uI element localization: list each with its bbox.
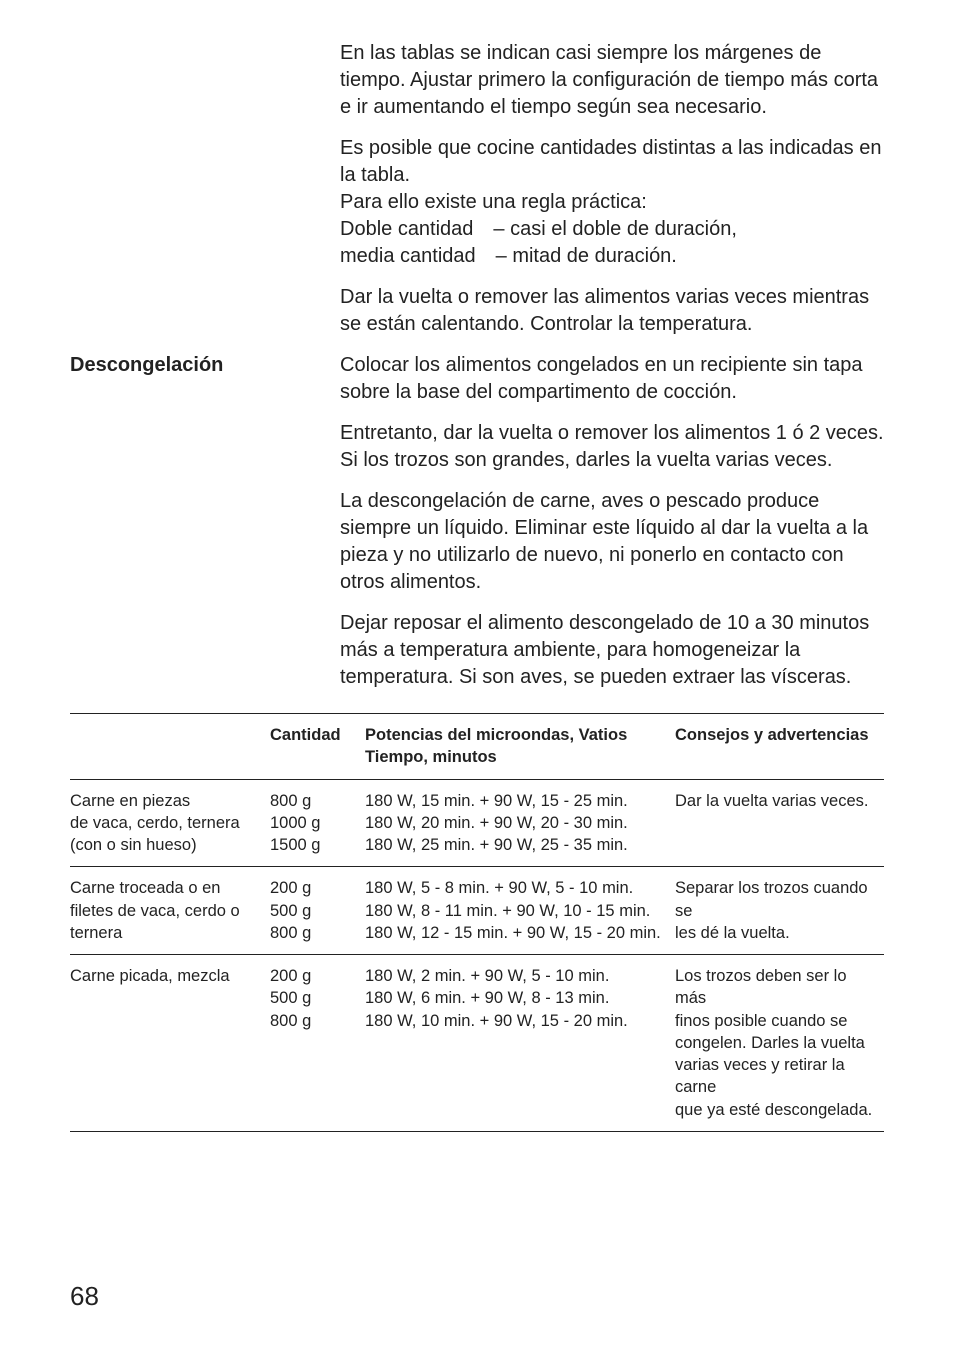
- section-para-1: Colocar los alimentos congelados en un r…: [340, 352, 884, 406]
- section-block: Descongelación Colocar los alimentos con…: [70, 352, 884, 691]
- cell-power: 180 W, 15 min. + 90 W, 15 - 25 min. 180 …: [365, 779, 675, 867]
- table-row: Carne troceada o en filetes de vaca, cer…: [70, 867, 884, 955]
- section-para-3: La descongelación de carne, aves o pesca…: [340, 488, 884, 596]
- page-content: En las tablas se indican casi siempre lo…: [0, 0, 954, 1132]
- intro-para-2: Es posible que cocine cantidades distint…: [340, 135, 884, 270]
- section-para-4: Dejar reposar el alimento descongelado d…: [340, 610, 884, 691]
- intro-para-3: Dar la vuelta o remover las alimentos va…: [340, 284, 884, 338]
- cell-product: Carne picada, mezcla: [70, 955, 270, 1132]
- cell-advice: Dar la vuelta varias veces.: [675, 779, 884, 867]
- section-para-2: Entretanto, dar la vuelta o remover los …: [340, 420, 884, 474]
- th-potencias: Potencias del microondas, Vatios Tiempo,…: [365, 714, 675, 780]
- cell-qty: 200 g 500 g 800 g: [270, 955, 365, 1132]
- cell-power: 180 W, 2 min. + 90 W, 5 - 10 min. 180 W,…: [365, 955, 675, 1132]
- th-consejos: Consejos y advertencias: [675, 714, 884, 780]
- section-heading: Descongelación: [70, 352, 340, 691]
- intro-right: En las tablas se indican casi siempre lo…: [340, 40, 884, 338]
- page-number: 68: [70, 1281, 99, 1312]
- section-right: Colocar los alimentos congelados en un r…: [340, 352, 884, 691]
- th-empty: [70, 714, 270, 780]
- th-cantidad: Cantidad: [270, 714, 365, 780]
- cell-product: Carne troceada o en filetes de vaca, cer…: [70, 867, 270, 955]
- cell-product: Carne en piezas de vaca, cerdo, ternera …: [70, 779, 270, 867]
- intro-left-empty: [70, 40, 340, 338]
- intro-para-1: En las tablas se indican casi siempre lo…: [340, 40, 884, 121]
- table-header-row: Cantidad Potencias del microondas, Vatio…: [70, 714, 884, 780]
- intro-block: En las tablas se indican casi siempre lo…: [70, 40, 884, 338]
- cell-advice: Los trozos deben ser lo más finos posibl…: [675, 955, 884, 1132]
- cell-power: 180 W, 5 - 8 min. + 90 W, 5 - 10 min. 18…: [365, 867, 675, 955]
- cell-qty: 200 g 500 g 800 g: [270, 867, 365, 955]
- cell-advice: Separar los trozos cuando se les dé la v…: [675, 867, 884, 955]
- table-row: Carne picada, mezcla 200 g 500 g 800 g 1…: [70, 955, 884, 1132]
- cell-qty: 800 g 1000 g 1500 g: [270, 779, 365, 867]
- data-table: Cantidad Potencias del microondas, Vatio…: [70, 713, 884, 1132]
- table-row: Carne en piezas de vaca, cerdo, ternera …: [70, 779, 884, 867]
